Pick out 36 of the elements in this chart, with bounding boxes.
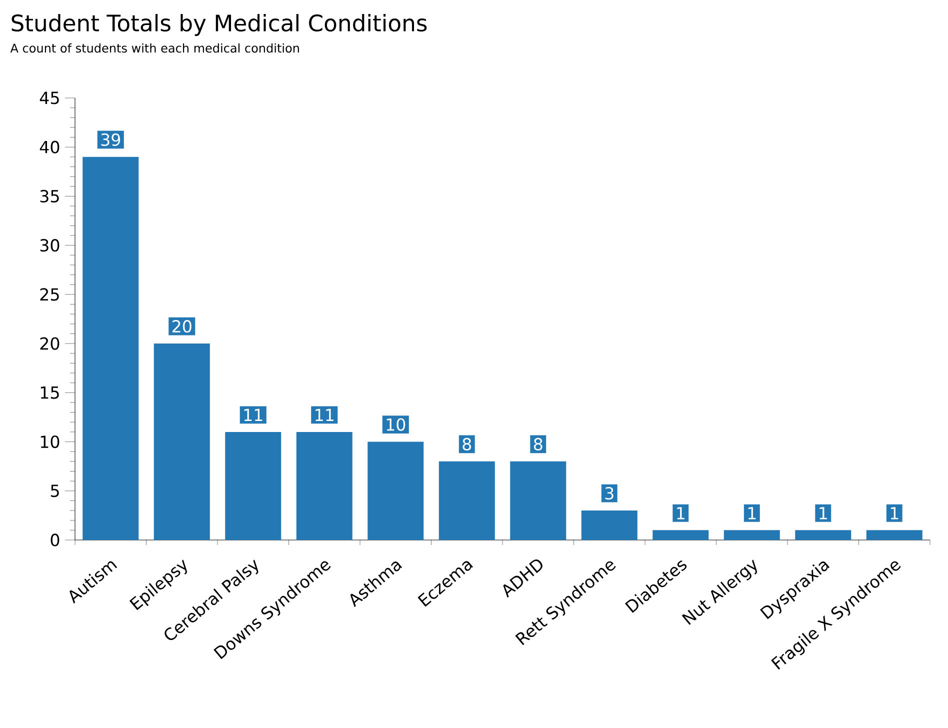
data-label: 39 <box>101 133 120 146</box>
y-tick-label: 5 <box>50 484 59 498</box>
bar <box>82 156 139 540</box>
y-tick-label: 45 <box>40 92 59 104</box>
chart-title: Student Totals by Medical Conditions <box>12 14 427 36</box>
data-label: 1 <box>748 507 756 520</box>
y-tick-label: 35 <box>40 190 59 203</box>
data-label: 8 <box>534 438 542 450</box>
y-tick-label: 0 <box>50 534 60 546</box>
data-label: 8 <box>462 438 472 450</box>
bar <box>795 530 852 540</box>
bar <box>581 510 638 540</box>
y-tick-label: 25 <box>40 288 59 301</box>
data-label: 1 <box>677 507 684 520</box>
bar <box>154 344 210 540</box>
bar <box>225 432 282 540</box>
bar <box>438 461 495 540</box>
bar <box>652 530 709 540</box>
data-label: 11 <box>244 408 262 422</box>
data-label: 1 <box>820 507 827 520</box>
bar <box>510 461 566 540</box>
data-label: 11 <box>316 408 334 422</box>
y-tick-label: 15 <box>40 386 59 399</box>
bar <box>866 530 922 540</box>
y-tick-label: 30 <box>40 239 60 252</box>
y-tick-label: 40 <box>40 140 60 154</box>
bar <box>724 530 780 540</box>
y-tick-label: 20 <box>40 337 60 350</box>
data-label: 3 <box>605 486 614 500</box>
y-tick-label: 10 <box>40 435 60 448</box>
chart-subtitle: A count of students with each medical condition <box>10 43 299 53</box>
bar <box>368 442 424 540</box>
bar <box>296 432 352 540</box>
data-label: 1 <box>890 507 898 520</box>
data-label: 20 <box>172 320 192 333</box>
data-label: 10 <box>386 418 406 431</box>
